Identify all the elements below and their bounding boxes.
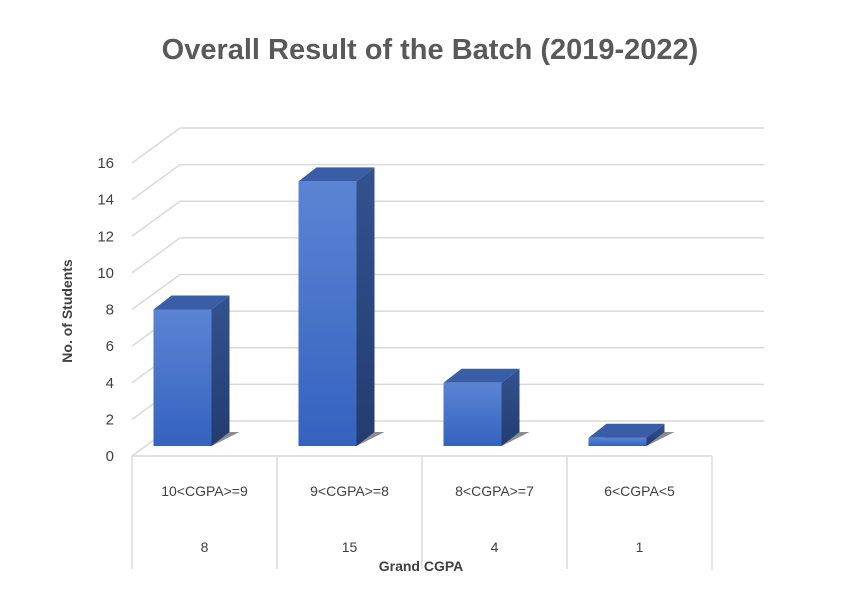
gridline-diagonal-5: [131, 237, 181, 274]
y-tick-label: 16: [97, 155, 114, 172]
bar-top: [443, 368, 520, 383]
bar-front: [588, 437, 647, 446]
bar: [588, 423, 675, 446]
y-tick-label: 4: [106, 375, 114, 392]
y-tick-label: 0: [106, 448, 114, 465]
y-tick-label: 8: [106, 302, 114, 319]
category-label: 8<CGPA>=7: [455, 483, 534, 499]
category-label: 6<CGPA<5: [604, 483, 675, 499]
y-tick-label: 12: [97, 228, 114, 245]
bar: [153, 295, 240, 446]
y-axis-title: No. of Students: [59, 259, 75, 363]
bar-side: [646, 423, 665, 446]
y-tick-label: 10: [97, 265, 114, 282]
data-table-value: 15: [342, 539, 358, 555]
bar: [443, 368, 530, 446]
data-table: 10<CGPA>=9 8 9<CGPA>=8 15 8<CGPA>=7 4 6<CGPA<5…: [131, 455, 713, 569]
data-table-value: 8: [201, 539, 209, 555]
gridline-diagonal-4: [131, 273, 181, 311]
bar-top: [298, 167, 375, 182]
category-label: 10<CGPA>=9: [161, 483, 248, 499]
chart-title: Overall Result of the Batch (2019-2022): [161, 34, 699, 66]
bar-top: [588, 423, 665, 438]
bar-side: [501, 368, 520, 446]
bar-front: [153, 309, 212, 446]
y-axis-ticks: 0 2 4 6 8 10 12 14 16: [97, 155, 114, 465]
bar: [298, 167, 385, 446]
bars: [153, 167, 675, 446]
bar-top: [153, 295, 230, 310]
category-label: 9<CGPA>=8: [310, 483, 389, 499]
bar-front: [298, 181, 357, 446]
data-table-value: 4: [491, 539, 499, 555]
y-tick-label: 2: [106, 411, 114, 428]
bar-side: [356, 167, 375, 446]
x-axis-title: Grand CGPA: [379, 558, 464, 574]
y-tick-label: 6: [106, 338, 114, 355]
gridline-diagonal-8: [131, 127, 181, 164]
bar-front: [443, 382, 502, 446]
y-tick-label: 14: [97, 192, 114, 209]
gridline-diagonal-7: [131, 164, 181, 201]
bar-side: [211, 295, 230, 446]
gridline-diagonal-6: [131, 200, 181, 237]
data-table-value: 1: [636, 539, 644, 555]
